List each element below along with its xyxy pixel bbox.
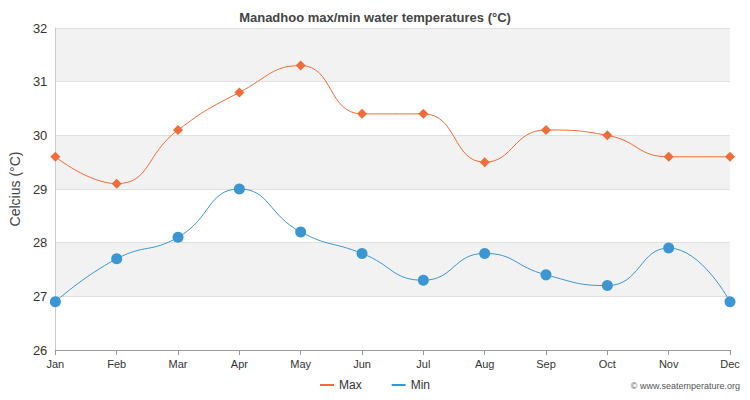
svg-text:Sep: Sep — [536, 358, 556, 370]
svg-text:Celcius (°C): Celcius (°C) — [7, 152, 23, 227]
svg-text:Oct: Oct — [599, 358, 616, 370]
svg-text:Min: Min — [411, 378, 430, 392]
svg-text:31: 31 — [33, 74, 47, 89]
svg-text:Mar: Mar — [169, 358, 188, 370]
svg-text:26: 26 — [33, 343, 47, 358]
svg-text:Nov: Nov — [659, 358, 679, 370]
svg-text:Jun: Jun — [353, 358, 371, 370]
svg-text:32: 32 — [33, 21, 47, 36]
svg-text:29: 29 — [33, 182, 47, 197]
svg-text:30: 30 — [33, 128, 47, 143]
svg-text:Aug: Aug — [475, 358, 495, 370]
svg-text:Jul: Jul — [416, 358, 430, 370]
svg-text:Max: Max — [339, 378, 362, 392]
svg-text:28: 28 — [33, 235, 47, 250]
svg-text:Dec: Dec — [720, 358, 740, 370]
svg-text:May: May — [290, 358, 311, 370]
svg-text:Apr: Apr — [231, 358, 248, 370]
svg-text:Manadhoo max/min water tempera: Manadhoo max/min water temperatures (°C) — [239, 10, 511, 25]
svg-text:Feb: Feb — [107, 358, 126, 370]
svg-text:27: 27 — [33, 289, 47, 304]
svg-text:© www.seatemperature.org: © www.seatemperature.org — [631, 381, 740, 391]
svg-text:Jan: Jan — [46, 358, 64, 370]
